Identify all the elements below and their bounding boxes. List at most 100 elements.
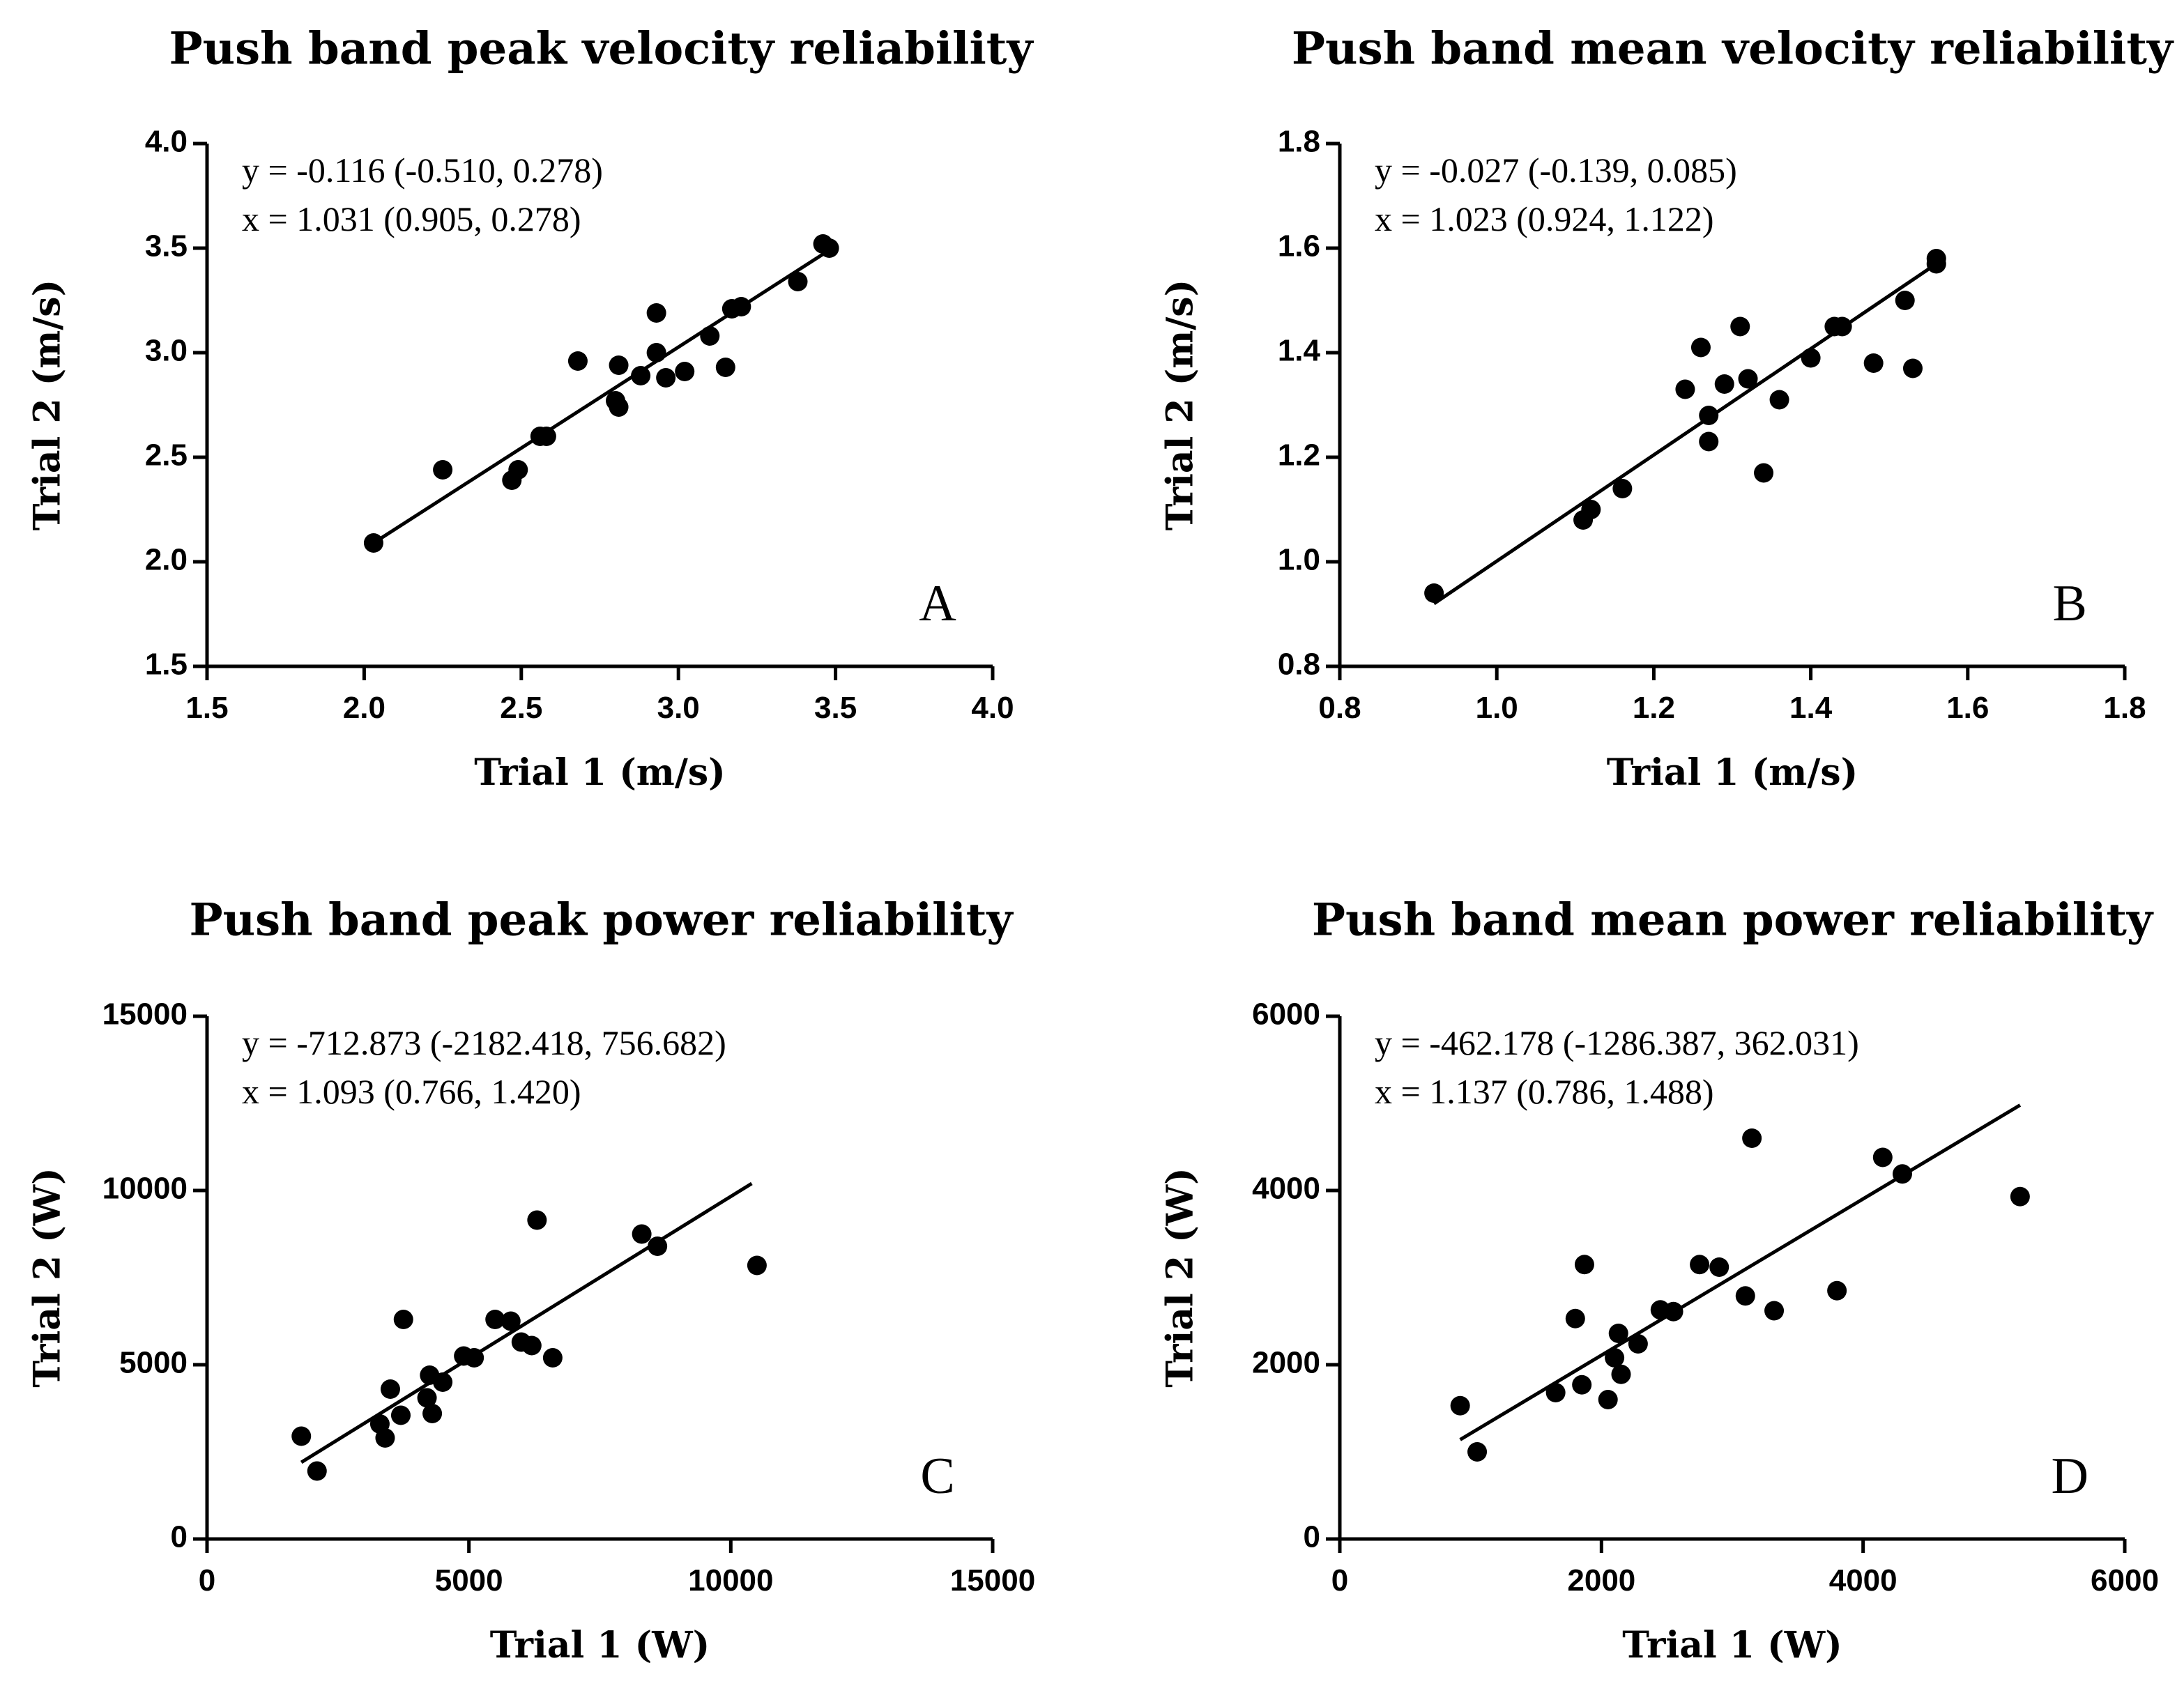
data-point [417,1388,437,1408]
data-point [380,1379,400,1399]
panel-d: Push band mean power reliability 0 2000 400… [1159,894,2159,1667]
data-point [567,351,588,371]
x-tick-label: 5000 [435,1563,503,1598]
y-tick-label: 4.0 [145,125,188,159]
data-point [536,427,556,446]
data-point [1709,1257,1729,1277]
data-point [1699,406,1719,425]
data-point [675,362,695,381]
y-axis-label: Trial 2 (W) [1159,1167,1202,1388]
data-point [632,1224,652,1244]
x-tick-label: 1.8 [2103,691,2146,725]
data-point [1863,353,1884,373]
panel-label: D [2051,1448,2088,1505]
x-tick-label: 1.6 [1946,691,1989,725]
regression-equation: x = 1.031 (0.905, 0.278) [242,199,581,238]
x-axis-label: Trial 1 (W) [490,1624,710,1667]
y-tick-label: 3.0 [145,334,188,368]
data-point [501,1311,521,1331]
data-point [390,1405,411,1425]
panel-label: A [919,575,956,632]
x-tick-label: 4000 [1829,1563,1897,1598]
data-point [1424,583,1444,603]
chart-title: Push band peak power reliability [189,894,1014,947]
y-tick-label: 0 [171,1520,188,1554]
y-axis-label: Trial 2 (m/s) [1159,279,1202,530]
regression-equation: y = -0.027 (-0.139, 0.085) [1375,151,1737,190]
x-tick-label: 2.5 [500,691,542,725]
data-point [1690,337,1711,358]
data-point [307,1461,327,1481]
data-point [1450,1395,1470,1416]
data-point [646,343,666,362]
x-tick-label: 3.5 [814,691,857,725]
regression-equation: x = 1.137 (0.786, 1.488) [1375,1072,1714,1111]
x-tick-label: 3.0 [657,691,700,725]
data-point [747,1255,767,1276]
data-point [609,355,629,375]
chart-title: Push band mean power reliability [1312,894,2154,947]
data-point [656,368,676,388]
data-point [609,397,629,417]
regression-equation: y = -712.873 (-2182.418, 756.682) [242,1023,726,1062]
data-point [1675,379,1695,399]
x-tick-label: 2000 [1567,1563,1635,1598]
data-point [1608,1324,1628,1343]
data-point [1892,1164,1912,1184]
y-tick-label: 15000 [102,997,188,1032]
data-point [363,533,383,553]
panel-label: B [2053,575,2087,632]
data-point [1699,431,1719,452]
data-point [521,1335,542,1356]
data-point [2010,1186,2030,1207]
x-tick-label: 0 [199,1563,215,1598]
x-tick-label: 1.4 [1789,691,1833,725]
x-tick-label: 0 [1331,1563,1348,1598]
data-point [1902,358,1923,378]
regression-line [1433,262,1938,606]
x-tick-label: 1.0 [1476,691,1518,725]
data-point [1764,1301,1785,1321]
data-point [1467,1442,1488,1462]
regression-line [1459,1103,2022,1441]
data-point [375,1428,395,1448]
data-point [1769,390,1789,410]
y-tick-label: 3.5 [145,229,188,263]
data-point [646,303,666,323]
data-point [1611,1364,1631,1384]
data-point [819,238,839,258]
chart-title: Push band peak velocity reliability [169,23,1034,75]
y-tick-label: 2000 [1252,1346,1320,1380]
y-axis-label: Trial 2 (W) [26,1167,69,1388]
panel-a: Push band peak velocity reliability 1.5 2.… [26,23,1034,795]
data-point [1730,316,1750,337]
data-point [433,460,453,480]
data-point [464,1348,484,1368]
regression-equation: x = 1.023 (0.924, 1.122) [1375,199,1714,238]
y-tick-label: 2.0 [145,543,188,577]
y-tick-label: 5000 [119,1346,188,1380]
x-axis-label: Trial 1 (m/s) [1607,751,1858,794]
y-tick-label: 10000 [102,1172,188,1206]
x-tick-label: 1.5 [185,691,228,725]
y-tick-label: 0 [1304,1520,1320,1554]
data-point [1714,374,1734,394]
data-point [788,272,808,291]
data-point [1735,1286,1755,1306]
x-tick-label: 6000 [2091,1563,2159,1598]
y-tick-label: 1.2 [1278,438,1320,473]
y-tick-label: 4000 [1252,1172,1320,1206]
regression-line [300,1181,753,1464]
y-tick-label: 1.5 [145,648,188,682]
x-tick-label: 2.0 [343,691,385,725]
data-point [1742,1128,1762,1148]
y-tick-label: 1.0 [1278,543,1320,577]
data-point [393,1310,413,1329]
data-point [1612,479,1633,498]
data-point [1801,348,1821,368]
y-tick-label: 1.6 [1278,229,1320,263]
regression-equation: x = 1.093 (0.766, 1.420) [242,1072,581,1111]
chart-title: Push band mean velocity reliability [1292,23,2174,75]
x-tick-label: 1.2 [1633,691,1675,725]
